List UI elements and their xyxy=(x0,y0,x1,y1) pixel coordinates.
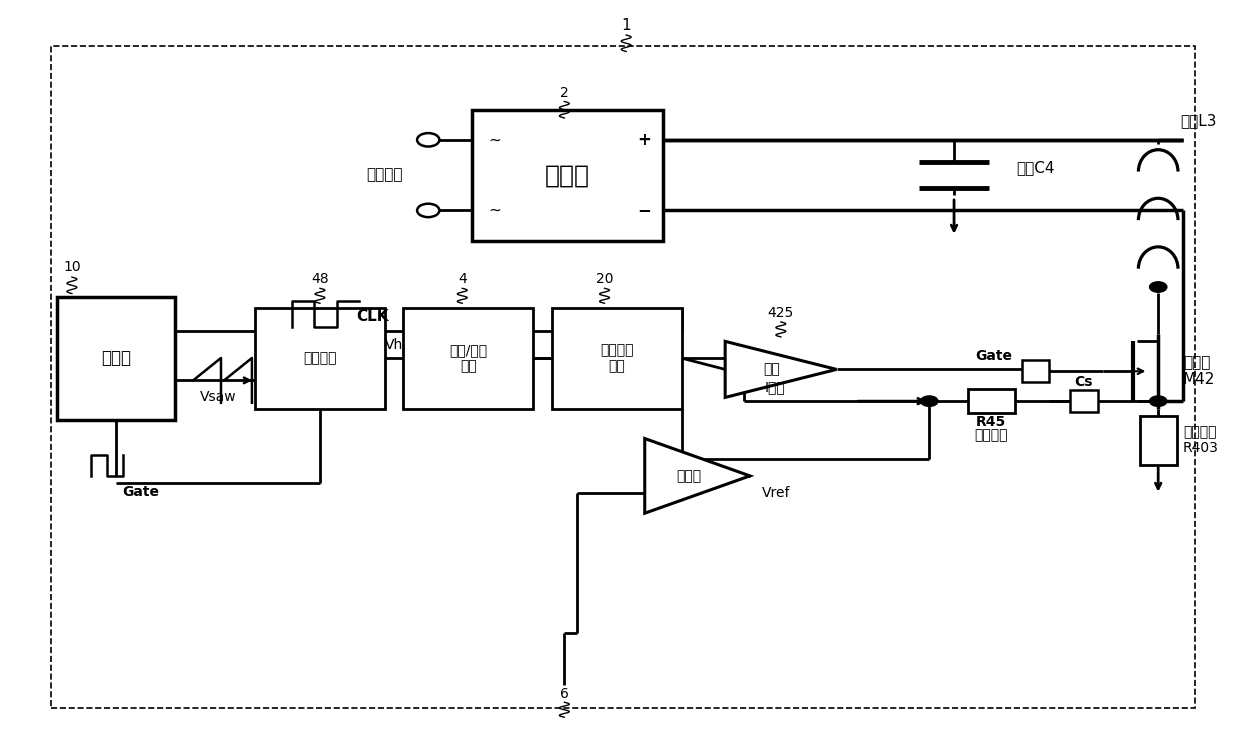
Text: 逻辑控制
电路: 逻辑控制 电路 xyxy=(600,343,634,374)
Text: 20: 20 xyxy=(595,272,614,286)
Text: ~: ~ xyxy=(489,132,502,147)
Text: R45: R45 xyxy=(976,415,1007,429)
Text: 采样电路: 采样电路 xyxy=(304,351,337,365)
Bar xyxy=(1070,390,1097,412)
Text: Vref: Vref xyxy=(763,486,791,500)
Text: 电压/电流
转换: 电压/电流 转换 xyxy=(449,343,487,374)
Text: I补偿: I补偿 xyxy=(764,381,785,394)
Text: Vh: Vh xyxy=(386,338,403,352)
Circle shape xyxy=(920,396,937,406)
Text: 市网电压: 市网电压 xyxy=(367,167,403,182)
Bar xyxy=(967,389,1014,413)
Text: Vsaw: Vsaw xyxy=(200,390,236,404)
Bar xyxy=(255,308,384,409)
Bar xyxy=(57,296,175,420)
Bar xyxy=(1140,416,1177,465)
Bar xyxy=(471,110,663,241)
Text: 功率管
M42: 功率管 M42 xyxy=(1183,355,1215,388)
Text: 425: 425 xyxy=(768,306,794,320)
Text: 电感L3: 电感L3 xyxy=(1180,114,1216,129)
Text: +: + xyxy=(637,130,651,148)
Text: Cs: Cs xyxy=(1075,376,1094,389)
Text: 补偿电阻: 补偿电阻 xyxy=(975,428,1008,442)
Text: Gate: Gate xyxy=(122,485,159,500)
Text: Gate: Gate xyxy=(975,350,1012,363)
Text: 整流桥: 整流桥 xyxy=(544,163,590,187)
Text: 振荡器: 振荡器 xyxy=(100,350,131,368)
Text: 电容C4: 电容C4 xyxy=(1016,160,1054,176)
Text: 比较器: 比较器 xyxy=(676,469,702,483)
Text: 驱动: 驱动 xyxy=(764,362,780,376)
Text: ~: ~ xyxy=(489,203,502,218)
Text: −: − xyxy=(637,202,651,220)
Text: 10: 10 xyxy=(63,260,81,274)
Text: 4: 4 xyxy=(458,272,466,286)
Bar xyxy=(51,46,1195,707)
Polygon shape xyxy=(645,439,750,513)
Text: 采样电阻
R403: 采样电阻 R403 xyxy=(1183,425,1219,455)
Circle shape xyxy=(1149,396,1167,406)
Text: 48: 48 xyxy=(311,272,329,286)
Bar xyxy=(403,308,533,409)
Bar xyxy=(552,308,682,409)
Circle shape xyxy=(1149,282,1167,292)
Bar xyxy=(1022,360,1049,382)
Text: 2: 2 xyxy=(560,86,569,100)
Text: 6: 6 xyxy=(560,687,569,701)
Text: 1: 1 xyxy=(621,18,631,33)
Polygon shape xyxy=(725,341,837,398)
Text: CLK: CLK xyxy=(356,308,389,323)
